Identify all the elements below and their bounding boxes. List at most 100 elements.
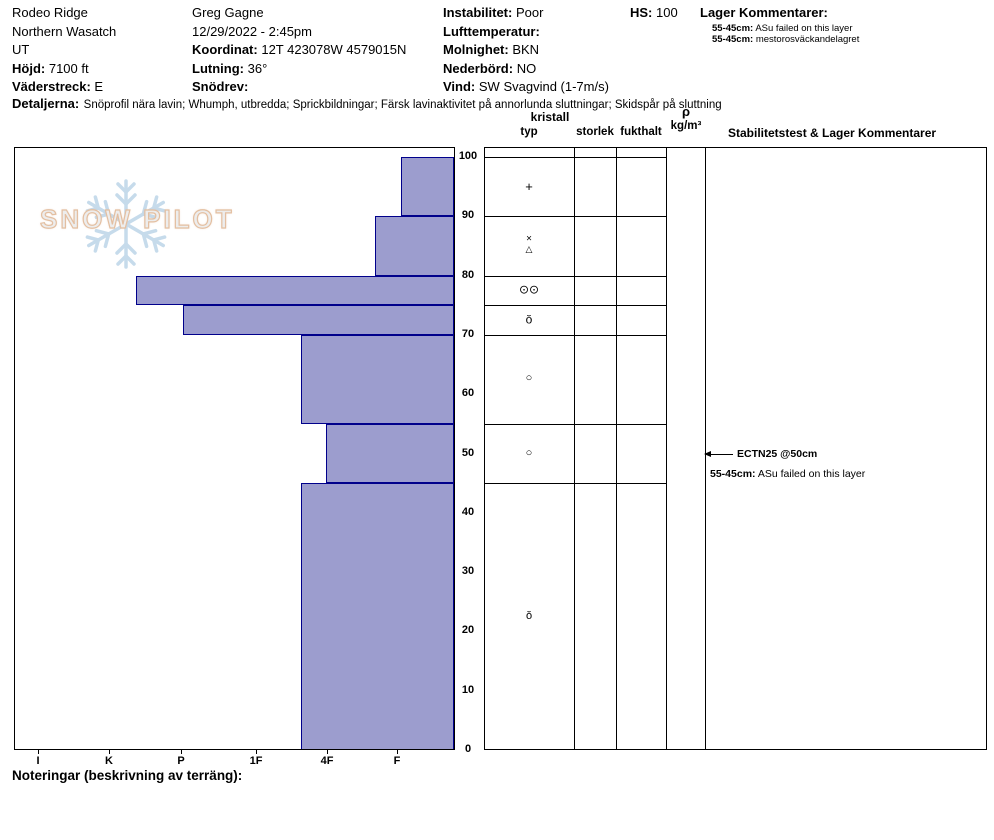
slope-label: Lutning:: [192, 60, 244, 76]
details-label: Detaljerna:: [12, 96, 80, 111]
layer-bar: [136, 275, 454, 306]
layer-bar: [375, 216, 454, 276]
precip-value: NO: [516, 60, 537, 76]
layer-comments-block: Lager Kommentarer: 55-45cm: ASu failed o…: [700, 4, 859, 46]
grain-symbol: ŏ: [525, 609, 533, 622]
column-header-rho: ρ: [681, 104, 691, 119]
hardness-tick-mark: [109, 749, 110, 754]
crystal-grid: [484, 147, 706, 750]
coordinate-row: Koordinat: 12T 423078W 4579015N: [192, 41, 406, 60]
layer-comment-item: 55-45cm: ASu failed on this layer: [712, 23, 859, 35]
wind-value: SW Svagvind (1-7m/s): [478, 79, 609, 94]
elevation-label: Höjd:: [12, 60, 46, 76]
conditions-block: Instabilitet: Poor Lufttemperatur: Molni…: [443, 4, 609, 97]
test-arrow-line: [707, 453, 733, 455]
airtemp-row: Lufttemperatur:: [443, 23, 609, 42]
depth-tick-label: 90: [461, 209, 475, 222]
hardness-tick-label: K: [105, 755, 113, 767]
grain-symbol: △: [525, 244, 533, 255]
column-header-storlek: storlek: [576, 126, 614, 138]
aspect-row: Väderstreck: E: [12, 78, 116, 97]
layer-comments-title: Lager Kommentarer:: [700, 5, 828, 20]
elevation-row: Höjd: 7100 ft: [12, 60, 116, 79]
site-region: Northern Wasatch: [12, 23, 117, 39]
column-header-kristall: kristall: [530, 110, 570, 124]
depth-tick-label: 50: [461, 446, 475, 459]
notes-label: Noteringar (beskrivning av terräng):: [12, 768, 243, 783]
hs-value: 100: [656, 5, 678, 20]
airtemp-label: Lufttemperatur:: [443, 23, 540, 39]
column-divider-typ-storlek: [574, 148, 575, 749]
layer-comment-text: ASu failed on this layer: [755, 22, 853, 34]
column-header-typ: typ: [520, 126, 538, 138]
hardness-tick-label: F: [393, 755, 401, 767]
details-row: Detaljerna: Snöprofil nära lavin; Whumph…: [12, 95, 722, 113]
slope-value: 36°: [247, 60, 268, 76]
hardness-tick-label: I: [36, 755, 40, 767]
layer-bar: [301, 483, 454, 749]
observer-block: Greg Gagne 12/29/2022 - 2:45pm Koordinat…: [192, 4, 406, 97]
depth-tick-label: 70: [461, 327, 475, 340]
hs-row: HS: 100: [630, 4, 678, 23]
test-arrow-head: [704, 450, 711, 457]
depth-tick-label: 100: [458, 150, 478, 162]
layer-bar: [183, 305, 454, 335]
depth-tick-label: 40: [461, 505, 475, 518]
grain-symbol: +: [525, 178, 533, 194]
hardness-tick-label: P: [177, 755, 185, 767]
hardness-tick-label: 1F: [249, 755, 263, 767]
hardness-chart: [14, 147, 455, 750]
slope-row: Lutning: 36°: [192, 60, 406, 79]
watermark-text: SNOW PILOT: [39, 203, 235, 234]
layer-bar: [326, 423, 454, 484]
layer-boundary-line: [485, 334, 666, 336]
layer-comment-annotation: 55-45cm: ASu failed on this layer: [710, 468, 866, 481]
hs-label: HS:: [630, 5, 653, 20]
precip-label: Nederbörd:: [443, 60, 514, 76]
grain-symbol: ×: [526, 233, 532, 245]
aspect-value: E: [94, 79, 104, 94]
instability-row: Instabilitet: Poor: [443, 4, 609, 23]
layer-bar: [401, 157, 454, 217]
grain-symbol: ŏ: [525, 312, 533, 327]
snowpilot-watermark: SNOW PILOT: [38, 176, 268, 276]
grain-symbol: ⊙⊙: [518, 282, 540, 297]
column-divider-fukthalt-rho: [666, 148, 667, 749]
wind-row: Vind: SW Svagvind (1-7m/s): [443, 78, 609, 97]
sky-row: Molnighet: BKN: [443, 41, 609, 60]
layer-comment-range: 55-45cm:: [712, 22, 754, 34]
hardness-tick-mark: [181, 749, 182, 754]
site-name: Rodeo Ridge: [12, 5, 88, 20]
depth-tick-label: 20: [461, 624, 475, 637]
drift-row: Snödrev:: [192, 78, 406, 97]
grain-symbol: ○: [525, 446, 533, 459]
layer-boundary-line: [485, 483, 666, 485]
layer-boundary-line: [485, 216, 666, 218]
grain-symbol: ○: [525, 372, 533, 385]
elevation-value: 7100 ft: [48, 60, 89, 76]
layer-comment-annotation-range: 55-45cm:: [710, 468, 756, 481]
layer-boundary-line: [485, 423, 666, 425]
depth-tick-label: 80: [461, 268, 475, 281]
test-result-label: ECTN25 @50cm: [737, 447, 818, 460]
column-header-fukthalt: fukthalt: [620, 126, 662, 138]
observation-datetime: 12/29/2022 - 2:45pm: [192, 23, 312, 39]
column-header-rho-unit: kg/m³: [670, 120, 702, 132]
site-state: UT: [12, 42, 30, 57]
depth-tick-label: 60: [461, 387, 475, 400]
details-value: Snöprofil nära lavin; Whumph, utbredda; …: [83, 99, 722, 111]
layer-comment-range: 55-45cm:: [712, 34, 754, 45]
hardness-tick-label: 4F: [320, 755, 334, 767]
hardness-tick-mark: [397, 749, 398, 754]
layer-comment-text: mestorosväckandelagret: [755, 34, 860, 45]
layer-boundary-line: [485, 275, 666, 277]
depth-tick-label: 10: [461, 683, 475, 696]
depth-tick-label: 30: [461, 565, 475, 578]
depth-tick-label: 0: [464, 743, 472, 755]
wind-label: Vind:: [443, 79, 476, 94]
aspect-label: Väderstreck:: [12, 79, 91, 94]
location-block: Rodeo Ridge Northern Wasatch UT Höjd: 71…: [12, 4, 116, 97]
instability-label: Instabilitet:: [443, 5, 513, 20]
coordinate-label: Koordinat:: [192, 42, 258, 57]
